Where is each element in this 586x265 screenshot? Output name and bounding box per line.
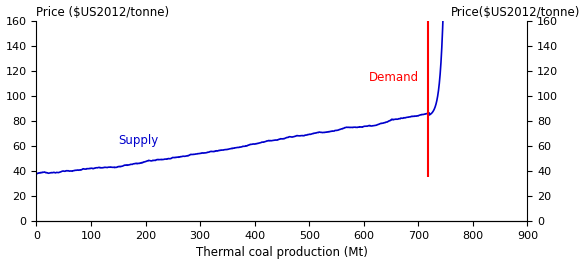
Text: Price ($US2012/tonne): Price ($US2012/tonne) [36, 6, 169, 19]
Text: Price($US2012/tonne): Price($US2012/tonne) [451, 6, 581, 19]
X-axis label: Thermal coal production (Mt): Thermal coal production (Mt) [196, 246, 368, 259]
Text: Supply: Supply [118, 134, 158, 147]
Text: Demand: Demand [369, 71, 420, 84]
